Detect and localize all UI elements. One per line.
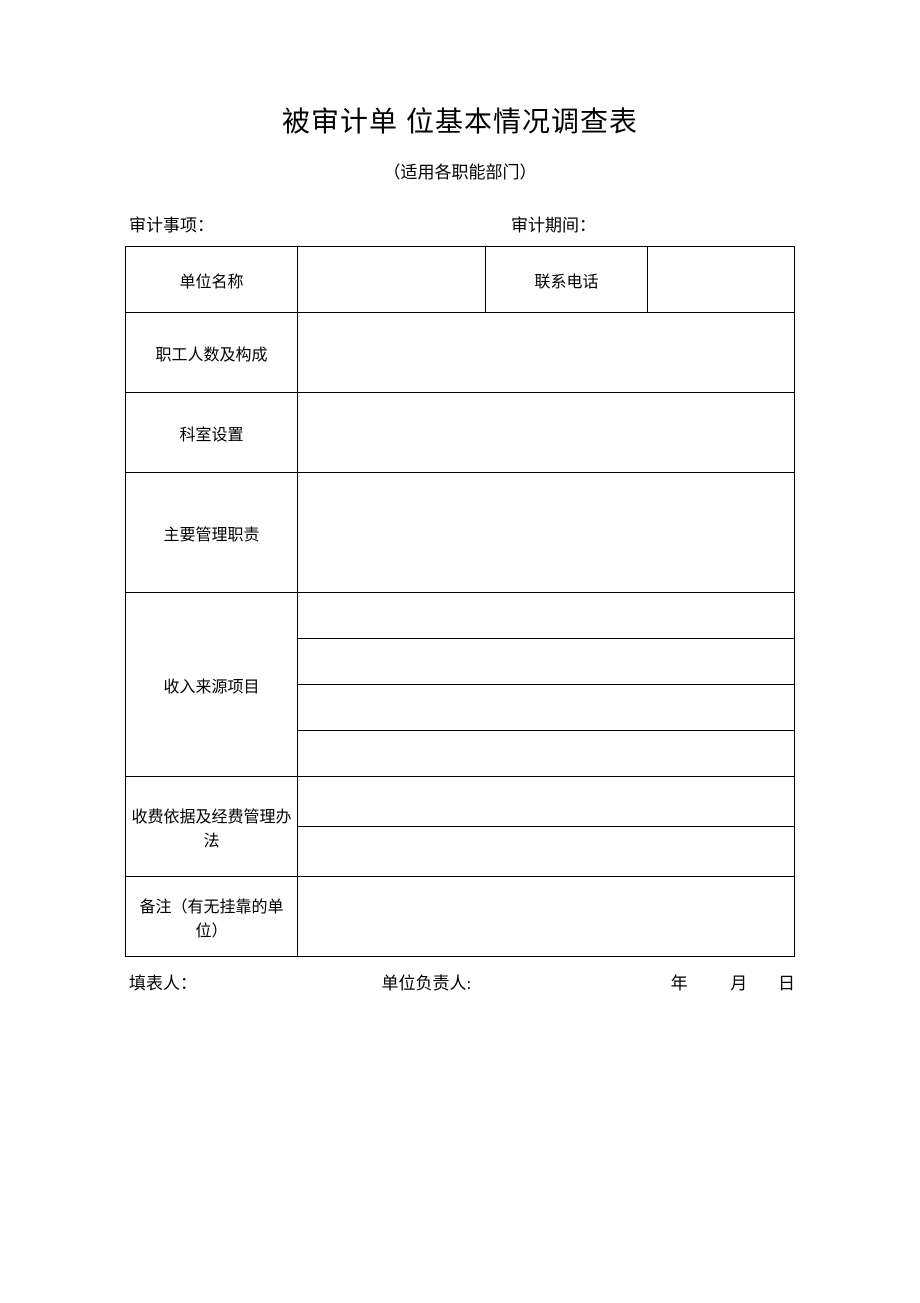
cell-income-4 — [298, 731, 795, 777]
cell-remark — [298, 877, 795, 957]
cell-fee-1 — [298, 777, 795, 827]
table-row: 收费依据及经费管理办法 — [126, 777, 795, 827]
header-row: 审计事项： 审计期间： — [125, 211, 795, 236]
page-subtitle: （适用各职能部门） — [125, 158, 795, 183]
month-label: 月 — [688, 969, 748, 994]
cell-contact-phone — [648, 247, 795, 313]
audit-item-label: 审计事项： — [129, 211, 511, 236]
row-label: 职工人数及构成 — [126, 313, 298, 393]
table-row: 主要管理职责 — [126, 473, 795, 593]
cell-income-3 — [298, 685, 795, 731]
filler-label: 填表人： — [129, 969, 381, 994]
cell-staff — [298, 313, 795, 393]
row-contact-label: 联系电话 — [486, 247, 648, 313]
day-label: 日 — [747, 969, 795, 994]
table-row: 职工人数及构成 — [126, 313, 795, 393]
document-page: 被审计单 位基本情况调查表 （适用各职能部门） 审计事项： 审计期间： 单位名称… — [125, 100, 795, 994]
audit-period-label: 审计期间： — [511, 211, 795, 236]
cell-unit-name — [298, 247, 486, 313]
row-label: 收入来源项目 — [126, 593, 298, 777]
row-label: 备注（有无挂靠的单位） — [126, 877, 298, 957]
cell-department — [298, 393, 795, 473]
cell-income-2 — [298, 639, 795, 685]
page-title: 被审计单 位基本情况调查表 — [125, 100, 795, 140]
row-label: 科室设置 — [126, 393, 298, 473]
year-label: 年 — [610, 969, 688, 994]
row-label: 单位名称 — [126, 247, 298, 313]
table-row: 备注（有无挂靠的单位） — [126, 877, 795, 957]
footer-row: 填表人： 单位负责人: 年 月 日 — [125, 969, 795, 994]
table-row: 科室设置 — [126, 393, 795, 473]
survey-table: 单位名称 联系电话 职工人数及构成 科室设置 主要管理职责 收入来源项目 — [125, 246, 795, 957]
table-row: 单位名称 联系电话 — [126, 247, 795, 313]
row-label: 收费依据及经费管理办法 — [126, 777, 298, 877]
cell-responsibility — [298, 473, 795, 593]
table-row: 收入来源项目 — [126, 593, 795, 639]
cell-income-1 — [298, 593, 795, 639]
manager-label: 单位负责人: — [381, 969, 610, 994]
row-label: 主要管理职责 — [126, 473, 298, 593]
cell-fee-2 — [298, 827, 795, 877]
